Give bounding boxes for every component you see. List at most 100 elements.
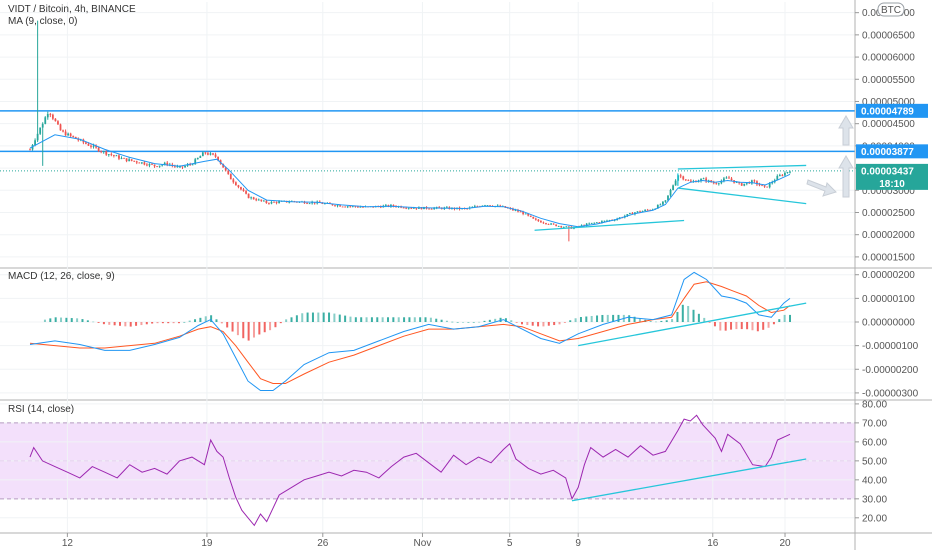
macd-histogram-bar [156, 322, 159, 324]
level-badge-label: 0.00004789 [861, 106, 914, 117]
candle-body [717, 183, 720, 185]
candle-body [240, 187, 242, 190]
candle-body [140, 162, 143, 164]
macd-histogram-bar [183, 321, 186, 323]
candle-body [85, 142, 87, 144]
candle-body [133, 160, 136, 162]
candle-body [69, 133, 72, 136]
candle-body [214, 154, 217, 157]
price-trendline [677, 164, 807, 170]
macd-pane-title: MACD (12, 26, close, 9) [8, 271, 115, 282]
candle-body [143, 162, 146, 165]
candle-body [95, 145, 97, 148]
x-tick-label: 26 [317, 538, 329, 549]
candle-body [184, 165, 186, 168]
candle-body [158, 165, 161, 167]
candle-body [667, 195, 669, 201]
macd-histogram-bar [81, 319, 84, 322]
macd-signal-line [29, 281, 791, 384]
arrow-up-icon-1[interactable] [838, 115, 854, 146]
candle-body [534, 218, 537, 220]
arrow-down-right-icon[interactable] [806, 179, 837, 197]
candle-body [679, 175, 682, 177]
macd-histogram-bar [151, 322, 154, 324]
candle-body [784, 172, 786, 176]
y-tick-label: 0.00000100 [862, 294, 915, 305]
candle-body [540, 221, 542, 223]
macd-histogram-bar [140, 322, 143, 326]
macd-histogram-bar [381, 317, 384, 322]
candle-body [229, 174, 232, 180]
candle-body [763, 185, 766, 187]
macd-histogram-bar [118, 322, 121, 326]
macd-histogram-bar [665, 320, 668, 322]
candle-body [555, 224, 558, 227]
y-tick-label: 0.00006500 [862, 30, 915, 41]
candle-body [148, 163, 151, 166]
macd-axis: 0.00000200 0.00000100 0.00000000 -0.0000010… [855, 270, 919, 399]
candle-body [354, 206, 357, 207]
candle-body [430, 208, 433, 210]
macd-histogram-bar [778, 319, 781, 322]
candle-body [288, 201, 291, 203]
rsi-pane-title: RSI (14, close) [8, 404, 74, 415]
macd-histogram-bar [537, 322, 540, 327]
macd-histogram-bar [301, 313, 304, 322]
candle-body [77, 138, 80, 141]
macd-histogram-bar [547, 322, 550, 326]
candle-body [247, 193, 250, 199]
candle-body [212, 153, 214, 155]
candle-body [151, 163, 153, 165]
candle-body [656, 204, 659, 209]
macd-histogram-bar [520, 322, 523, 325]
candle-body [428, 208, 430, 210]
x-tick-label: 12 [62, 538, 74, 549]
candle-body [255, 199, 258, 201]
candle-body [268, 203, 270, 204]
candle-body [118, 155, 120, 159]
candle-body [519, 211, 522, 213]
candle-body [781, 175, 784, 176]
candle-body [92, 145, 95, 147]
macd-histogram-bar [43, 319, 46, 322]
macd-histogram-bar [86, 320, 89, 322]
currency-button-label[interactable]: BTC [881, 5, 901, 16]
macd-histogram-bar [338, 314, 341, 322]
candle-body [603, 220, 606, 222]
candle-body [547, 223, 550, 225]
candle-body [735, 182, 738, 184]
macd-histogram-bar [403, 317, 406, 322]
candle-body [156, 166, 158, 168]
candle-body [67, 133, 70, 136]
candle-body [29, 149, 31, 151]
candle-body [684, 179, 687, 181]
macd-histogram-bar [199, 317, 202, 322]
currency-button[interactable]: BTC [877, 2, 905, 17]
candle-body [34, 140, 36, 146]
macd-histogram-bar [681, 304, 684, 322]
candle-body [522, 211, 525, 214]
candle-body [105, 151, 108, 155]
macd-histogram-bar [563, 322, 566, 323]
macd-histogram-bar [311, 312, 314, 322]
macd-histogram-bar [354, 317, 357, 322]
macd-histogram-bar [145, 322, 148, 325]
candle-body [412, 208, 415, 209]
arrow-up-icon-2[interactable] [838, 155, 854, 198]
candle-body [545, 223, 547, 224]
candle-body [484, 205, 486, 207]
currency-button-frame[interactable] [877, 2, 905, 17]
candle-body [341, 206, 344, 208]
macd-histogram-bar [697, 313, 700, 322]
candle-body [588, 223, 591, 225]
macd-histogram-bar [397, 317, 400, 322]
candle-body [51, 114, 54, 119]
price-trendline [677, 187, 807, 205]
candle-body [54, 118, 57, 122]
candle-body [593, 222, 596, 224]
y-tick-label: 0.00005500 [862, 75, 915, 86]
y-tick-label: 0.00001500 [862, 252, 915, 263]
macd-histogram-bar [751, 322, 754, 331]
candle-body [234, 182, 237, 186]
level-badge-label: 0.00003877 [861, 147, 914, 158]
